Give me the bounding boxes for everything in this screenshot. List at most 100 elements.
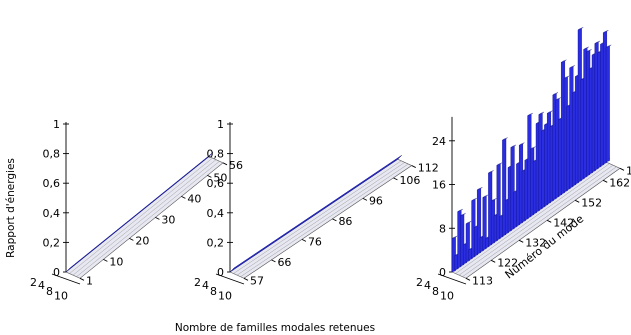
z-tick-label: 0,4	[207, 207, 225, 220]
z-tick-label: 1	[217, 118, 224, 131]
x-tick-label: 10	[54, 290, 68, 303]
y-tick-label: 1	[86, 274, 93, 287]
floor-grid-line	[69, 157, 213, 274]
floor-grid-line	[76, 161, 220, 277]
y-tick-mark	[465, 277, 471, 281]
x-tick-label: 4	[424, 279, 431, 292]
x-tick-label: 4	[38, 279, 45, 292]
y-tick-mark	[207, 174, 212, 178]
y-tick-label: 96	[369, 194, 383, 207]
floor-grid-line	[462, 166, 617, 277]
y-tick-label: 122	[497, 256, 518, 269]
x-tick-label: 2	[416, 276, 423, 289]
floor-grid-line	[72, 159, 217, 276]
bar-top	[538, 111, 545, 115]
bar-top	[603, 30, 609, 33]
y-tick-mark	[271, 259, 276, 263]
bar-top	[583, 46, 589, 50]
y-tick-label: 86	[338, 215, 352, 228]
bar-top	[482, 194, 489, 198]
y-tick-mark	[362, 197, 368, 201]
y-tick-label: 10	[109, 255, 123, 268]
floor-grid-line	[455, 163, 610, 274]
z-tick-label: 0,6	[43, 177, 61, 190]
y-tick-label: 142	[553, 216, 574, 229]
bar-top	[460, 213, 466, 217]
bar-top	[569, 65, 575, 69]
bar-top	[491, 198, 497, 202]
bar-strip	[65, 152, 214, 273]
floor-grid-line	[458, 164, 614, 276]
y-tick-mark	[243, 277, 249, 281]
y-tick-label: 106	[399, 174, 420, 187]
bar-top	[555, 97, 561, 101]
y-tick-label: 112	[418, 162, 439, 175]
x-tick-label: 2	[194, 276, 201, 289]
bar-top	[519, 142, 525, 146]
y-tick-label: 132	[525, 236, 546, 249]
y-tick-label: 50	[213, 171, 227, 184]
y-tick-mark	[602, 179, 608, 183]
x-axis-line	[51, 273, 81, 285]
y-tick-mark	[103, 258, 108, 262]
y-tick-label: 152	[581, 196, 602, 209]
y-tick-mark	[574, 199, 580, 203]
z-tick-label: 16	[432, 179, 446, 192]
bar-top	[465, 221, 472, 224]
bar-top	[561, 59, 567, 63]
bar-top	[577, 27, 584, 31]
z-tick-label: 0,2	[207, 236, 225, 249]
z-tick-label: 0	[217, 266, 224, 279]
y-tick-label: 20	[135, 234, 149, 247]
bar-top	[451, 235, 458, 239]
z-tick-label: 0,6	[207, 177, 225, 190]
z-tick-label: 0,8	[43, 148, 61, 161]
z-tick-label: 0,2	[43, 236, 61, 249]
y-tick-label: 56	[229, 159, 243, 172]
y-tick-label: 113	[472, 274, 493, 287]
bar-top	[594, 40, 601, 44]
y-tick-mark	[546, 219, 552, 223]
y-tick-mark	[129, 237, 134, 241]
x-tick-label: 10	[218, 290, 232, 303]
y-tick-label: 57	[250, 274, 264, 287]
y-tick-mark	[490, 259, 496, 263]
y-tick-label: 30	[161, 213, 175, 226]
bar-top	[605, 44, 612, 48]
floor-grid-line	[240, 163, 409, 277]
bar-top	[563, 75, 570, 79]
y-tick-label: 66	[277, 256, 291, 269]
y-tick-mark	[222, 162, 228, 166]
bar-top	[527, 112, 533, 116]
x-tick-label: 10	[440, 290, 454, 303]
y-tick-mark	[301, 238, 307, 242]
bar-top	[477, 187, 483, 191]
y-tick-mark	[79, 277, 85, 281]
x-axis-label: Nombre de familles modales retenues	[175, 322, 375, 334]
bar-top	[502, 137, 508, 141]
x-axis-line	[437, 273, 467, 285]
x-tick-label: 8	[210, 285, 217, 298]
y-tick-label: 40	[187, 192, 201, 205]
bar-top	[547, 110, 553, 114]
y-tick-mark	[181, 195, 186, 199]
z-tick-label: 0,4	[43, 207, 61, 220]
x-axis-line	[215, 273, 245, 285]
x-tick-label: 2	[30, 276, 37, 289]
z-tick-label: 0	[439, 266, 446, 279]
z-tick-label: 0	[53, 266, 60, 279]
bar-strip	[229, 155, 402, 273]
bar-top	[552, 92, 559, 96]
x-tick-label: 8	[432, 285, 439, 298]
z-tick-label: 24	[432, 135, 446, 148]
z-axis-label: Rapport d'énergies	[5, 158, 17, 258]
bar-top	[457, 209, 463, 212]
x-tick-label: 4	[202, 279, 209, 292]
floor-grid-line	[233, 160, 402, 274]
y-tick-label: 76	[308, 235, 322, 248]
y-tick-label: 168	[626, 164, 631, 177]
floor-grid-line	[236, 162, 405, 276]
bar-top	[471, 198, 477, 201]
